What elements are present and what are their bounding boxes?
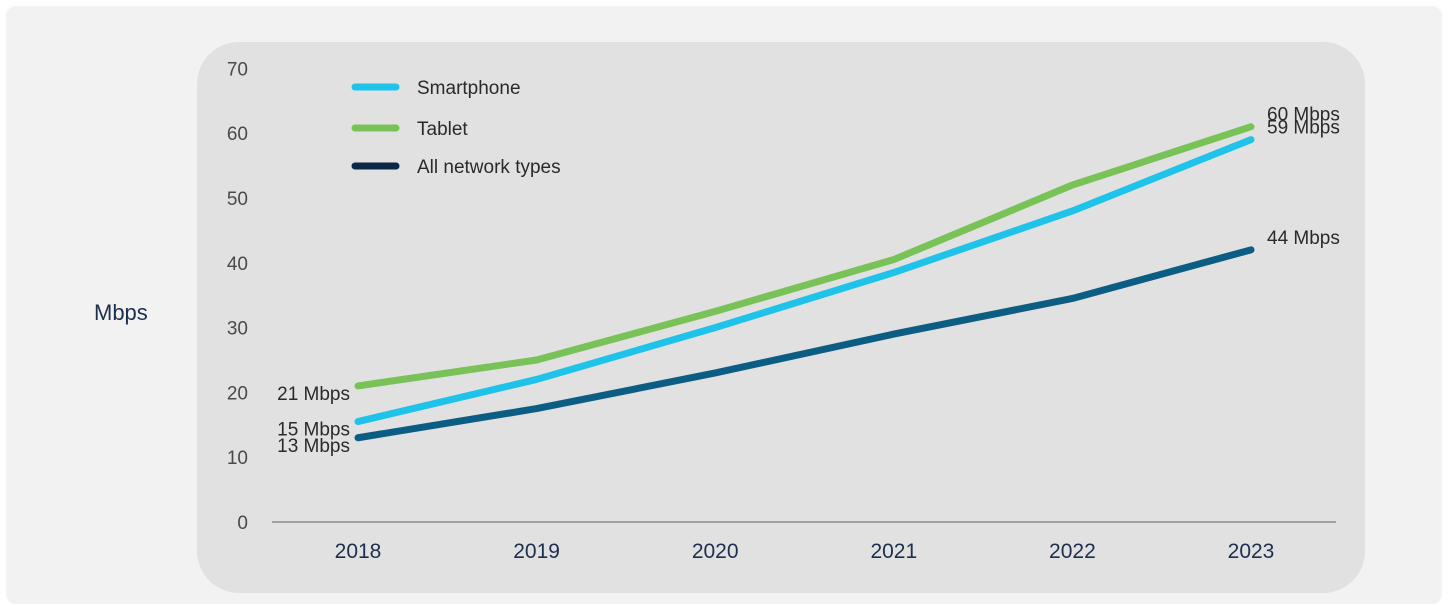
y-tick-label: 70 xyxy=(227,59,248,80)
y-tick-label: 40 xyxy=(227,254,248,275)
x-tick-label: 2021 xyxy=(870,540,917,563)
legend-label: Tablet xyxy=(417,119,468,140)
x-tick-label: 2020 xyxy=(692,540,739,563)
x-tick-label: 2022 xyxy=(1049,540,1096,563)
data-label: 59 Mbps xyxy=(1267,118,1340,139)
y-tick-label: 10 xyxy=(227,448,248,469)
data-label: 60 Mbps xyxy=(1267,105,1340,126)
data-label: 15 Mbps xyxy=(277,420,350,441)
y-tick-label: 50 xyxy=(227,189,248,210)
x-tick-label: 2023 xyxy=(1228,540,1275,563)
series-line-smartphone xyxy=(354,136,1255,426)
data-label: 44 Mbps xyxy=(1267,228,1340,249)
chart-frame xyxy=(6,6,1442,604)
x-tick-label: 2018 xyxy=(335,540,382,563)
series-line-tablet xyxy=(354,123,1255,390)
y-tick-label: 20 xyxy=(227,383,248,404)
plot-panel xyxy=(197,42,1365,593)
data-label: 21 Mbps xyxy=(277,384,350,405)
x-tick-label: 2019 xyxy=(513,540,560,563)
y-axis-title: Mbps xyxy=(94,300,148,325)
y-tick-label: 30 xyxy=(227,319,248,340)
data-label: 13 Mbps xyxy=(277,436,350,457)
legend-label: All network types xyxy=(417,157,561,178)
y-tick-label: 0 xyxy=(237,513,248,534)
y-tick-label: 60 xyxy=(227,124,248,145)
legend-label: Smartphone xyxy=(417,78,521,99)
series-line-all-network-types xyxy=(354,246,1255,442)
